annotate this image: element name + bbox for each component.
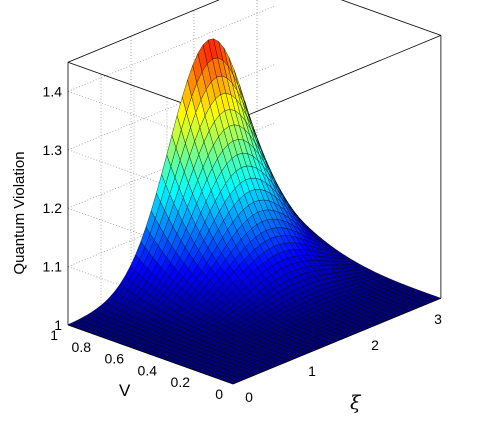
z-tick-label: 1.1 bbox=[43, 259, 63, 275]
z-tick-label: 1 bbox=[54, 317, 62, 333]
box-edge bbox=[232, 297, 442, 385]
grid-line bbox=[67, 91, 234, 151]
v-tick-label: 1 bbox=[50, 327, 58, 343]
v-tick-label: 0 bbox=[215, 386, 223, 402]
v-tick-label: 0.6 bbox=[105, 351, 125, 367]
xi-tick-label: 1 bbox=[308, 363, 316, 379]
box-edge bbox=[67, 324, 234, 385]
xi-tick-label: 0 bbox=[245, 389, 253, 405]
v-tick-label: 0.8 bbox=[72, 339, 92, 355]
box-edge bbox=[232, 35, 442, 122]
box-edge bbox=[340, 0, 442, 36]
z-tick-label: 1.2 bbox=[43, 200, 63, 216]
xi-tick-label: 2 bbox=[371, 337, 379, 353]
xi-axis-label: ξ bbox=[350, 392, 362, 414]
z-axis-label: Quantum Violation bbox=[11, 151, 28, 274]
z-tick-label: 1.4 bbox=[43, 83, 63, 99]
surface-mesh bbox=[67, 38, 442, 385]
front-box-edges bbox=[67, 35, 442, 385]
tick-labels: 1 1.1 1.2 1.3 1.4 1 0.8 0.6 0.4 0.2 0 0 1 2 3 bbox=[43, 83, 443, 405]
z-tick-label: 1.3 bbox=[43, 142, 63, 158]
box-edge bbox=[67, 0, 220, 63]
v-tick-label: 0.2 bbox=[171, 374, 191, 390]
v-tick-label: 0.4 bbox=[138, 362, 158, 378]
grid-line bbox=[67, 149, 234, 210]
xi-tick-label: 3 bbox=[434, 311, 442, 327]
v-axis-label: V bbox=[119, 381, 131, 400]
grid-line bbox=[67, 5, 277, 92]
